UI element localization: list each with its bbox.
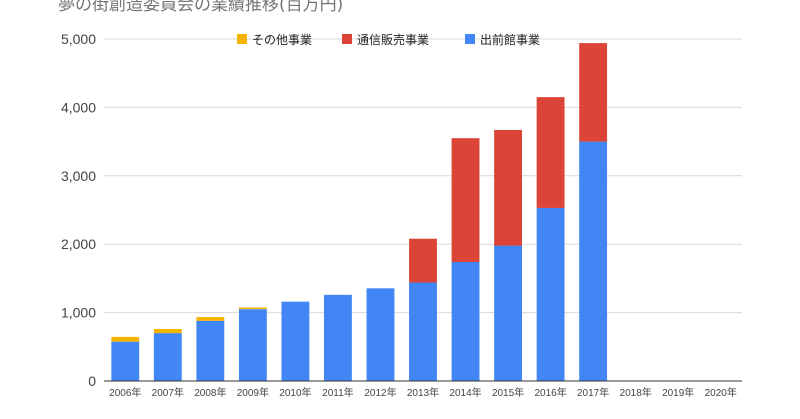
bar-segment (281, 301, 310, 381)
x-tick-label: 2017年 (577, 386, 609, 399)
axes: 0 1,000 2,000 3,000 4,000 5,000 2006年 2007年 2008… (61, 31, 742, 399)
legend: その他事業 通信販売事業 出前館事業 (237, 32, 540, 47)
x-tick-label: 2011年 (322, 386, 354, 399)
x-tick-label: 2016年 (534, 386, 566, 399)
x-tick-label: 2018年 (620, 386, 652, 399)
y-tick-label: 3,000 (61, 168, 96, 184)
bar-segment (111, 341, 140, 381)
bar-segment (451, 138, 480, 262)
bar-segment (366, 288, 395, 381)
bar-segment (196, 320, 225, 381)
legend-label: 通信販売事業 (357, 32, 429, 47)
legend-swatch (342, 34, 352, 44)
bar-segment (153, 333, 182, 381)
bar-segment (409, 282, 437, 381)
bar-segment (579, 141, 608, 381)
y-tick-label: 5,000 (61, 31, 96, 47)
bar-segment (153, 329, 182, 334)
y-tick-label: 4,000 (61, 99, 96, 115)
x-tick-label: 2010年 (279, 386, 311, 399)
bar-segment (111, 336, 140, 342)
legend-label: 出前館事業 (480, 32, 540, 47)
bar-segment (324, 294, 352, 381)
y-tick-label: 0 (88, 373, 96, 389)
x-tick-label: 2008年 (194, 386, 226, 399)
bar-segment (536, 97, 565, 208)
x-tick-label: 2019年 (662, 386, 694, 399)
y-tick-label: 1,000 (61, 305, 96, 321)
bar-segment (409, 238, 437, 283)
chart-title: 夢の街創造委員会の業績推移(百万円) (58, 0, 344, 15)
x-tick-label: 2014年 (449, 386, 481, 399)
bar-segment (196, 317, 225, 321)
x-tick-label: 2006年 (109, 386, 141, 399)
bar-segment (451, 261, 480, 381)
bar-segment (579, 43, 608, 142)
bar-segment (536, 207, 565, 381)
bars (111, 43, 608, 381)
legend-swatch (237, 34, 247, 44)
x-tick-label: 2013年 (407, 386, 439, 399)
bar-segment (238, 309, 267, 381)
x-tick-label: 2009年 (237, 386, 269, 399)
bar-segment (494, 245, 522, 381)
legend-swatch (465, 34, 475, 44)
x-tick-label: 2015年 (492, 386, 524, 399)
x-tick-label: 2020年 (705, 386, 737, 399)
legend-label: その他事業 (252, 33, 312, 47)
bar-segment (238, 307, 267, 310)
y-tick-label: 2,000 (61, 236, 96, 252)
bar-segment (494, 129, 522, 246)
x-tick-label: 2012年 (364, 386, 396, 399)
x-tick-label: 2007年 (152, 386, 184, 399)
